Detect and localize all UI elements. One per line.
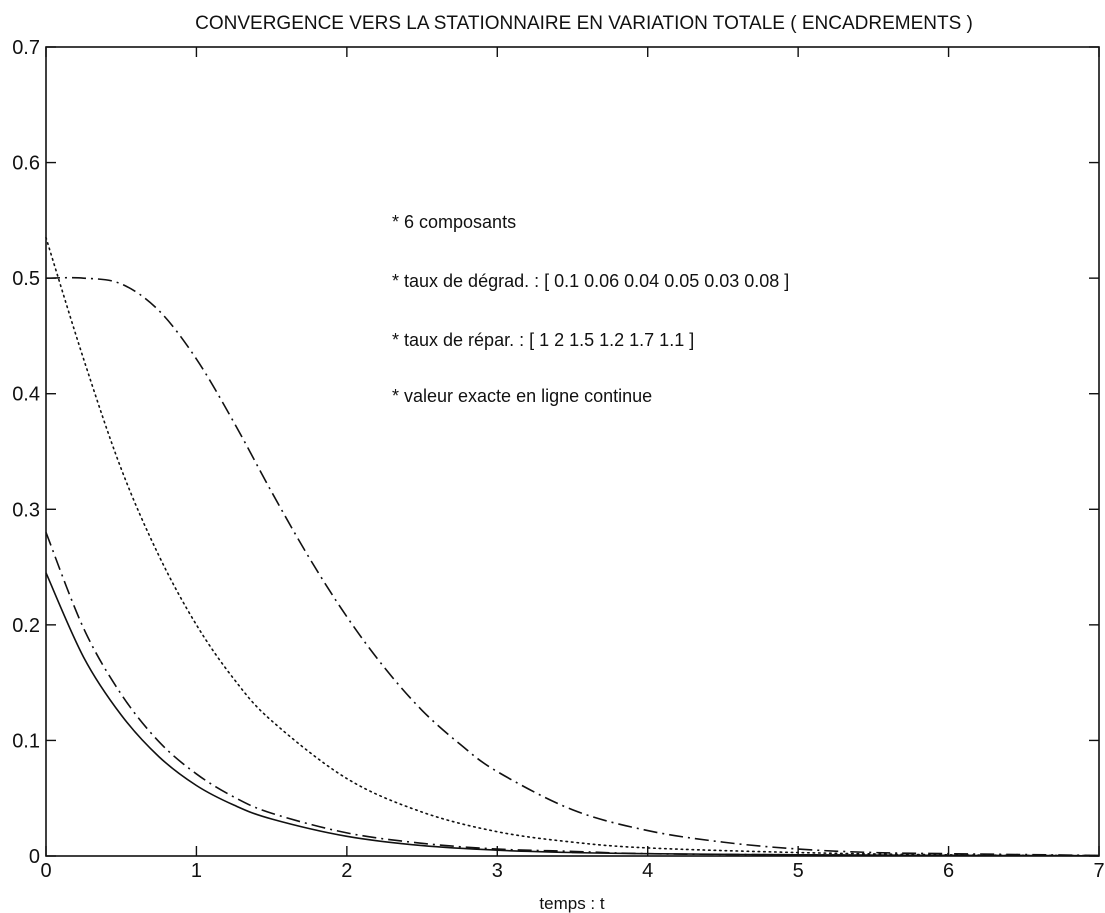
- plot-frame: [45, 46, 1100, 857]
- annotation-line-1: * 6 composants: [392, 212, 516, 232]
- series-line-4-dashdot: [45, 276, 1100, 857]
- x-axis-label: temps : t: [539, 894, 604, 913]
- y-tick-label: 0.1: [12, 730, 40, 752]
- series-line-3-dotted: [45, 236, 1100, 857]
- y-tick-label: 0.7: [12, 37, 40, 59]
- series-layer: [45, 236, 1100, 857]
- x-tick-label: 2: [341, 860, 352, 882]
- annotation-line-2: * taux de dégrad. : [ 0.1 0.06 0.04 0.05…: [392, 271, 789, 291]
- x-tick-label: 7: [1093, 860, 1104, 882]
- annotation-line-4: * valeur exacte en ligne continue: [392, 386, 652, 406]
- x-tick-label: 3: [492, 860, 503, 882]
- x-tick-label: 6: [943, 860, 954, 882]
- series-line-2-dashdot: [45, 532, 1100, 857]
- x-tick-label: 1: [191, 860, 202, 882]
- x-tick-label: 5: [793, 860, 804, 882]
- y-tick-label: 0.2: [12, 615, 40, 637]
- y-tick-label: 0.5: [12, 268, 40, 290]
- y-tick-label: 0: [29, 846, 40, 868]
- x-tick-label: 4: [642, 860, 653, 882]
- annotation-line-3: * taux de répar. : [ 1 2 1.5 1.2 1.7 1.1…: [392, 330, 694, 350]
- y-tick-label: 0.6: [12, 153, 40, 175]
- axis-ticks: 0 1 2 3 4 5 6 7 0 0.1 0.2 0.3 0.4 0.5 0.6 0.7: [12, 37, 1104, 882]
- y-tick-label: 0.3: [12, 499, 40, 521]
- x-tick-label: 0: [40, 860, 51, 882]
- chart-title: CONVERGENCE VERS LA STATIONNAIRE EN VARI…: [195, 13, 973, 34]
- series-line-1-solid: [45, 572, 1100, 857]
- annotations: * 6 composants * taux de dégrad. : [ 0.1 …: [392, 212, 789, 406]
- y-tick-label: 0.4: [12, 384, 40, 406]
